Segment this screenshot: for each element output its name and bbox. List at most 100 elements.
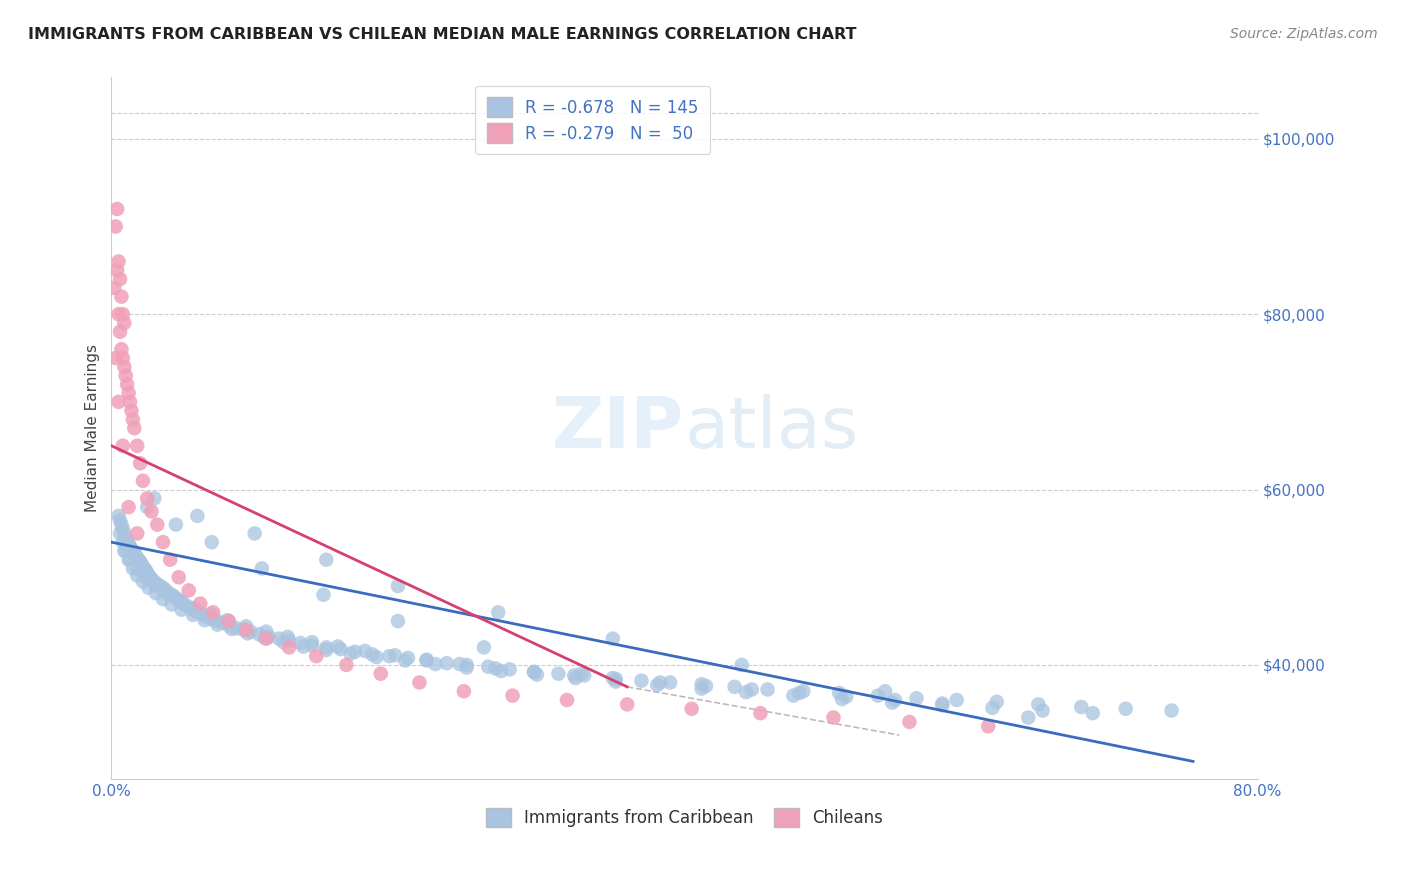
Point bbox=[107, 395, 129, 409]
Point bbox=[124, 421, 146, 435]
Point bbox=[207, 614, 229, 628]
Point bbox=[250, 561, 273, 575]
Point bbox=[254, 632, 277, 646]
Point bbox=[108, 325, 131, 339]
Point bbox=[107, 307, 129, 321]
Point bbox=[749, 706, 772, 721]
Point bbox=[138, 581, 160, 595]
Text: atlas: atlas bbox=[685, 393, 859, 463]
Point bbox=[723, 680, 745, 694]
Point bbox=[143, 574, 166, 589]
Point bbox=[477, 659, 499, 673]
Point bbox=[105, 263, 128, 277]
Point bbox=[235, 623, 257, 637]
Point bbox=[981, 701, 1004, 715]
Point bbox=[190, 607, 212, 621]
Point bbox=[183, 601, 205, 615]
Point bbox=[174, 599, 197, 613]
Point bbox=[301, 635, 323, 649]
Point bbox=[139, 570, 162, 584]
Point bbox=[103, 281, 125, 295]
Point bbox=[572, 668, 595, 682]
Point bbox=[122, 561, 145, 575]
Point bbox=[267, 632, 290, 646]
Point bbox=[193, 613, 215, 627]
Point bbox=[152, 592, 174, 607]
Point bbox=[115, 535, 138, 549]
Point bbox=[456, 660, 478, 674]
Point bbox=[225, 621, 247, 635]
Point bbox=[828, 686, 851, 700]
Point bbox=[170, 603, 193, 617]
Point bbox=[115, 377, 138, 392]
Point bbox=[335, 657, 357, 672]
Point bbox=[312, 588, 335, 602]
Point bbox=[782, 689, 804, 703]
Point bbox=[415, 654, 437, 668]
Point bbox=[172, 597, 194, 611]
Point bbox=[179, 601, 201, 615]
Point bbox=[134, 561, 156, 575]
Point bbox=[339, 647, 361, 661]
Point bbox=[387, 579, 409, 593]
Point bbox=[387, 614, 409, 628]
Point bbox=[167, 570, 190, 584]
Point bbox=[155, 583, 177, 598]
Point bbox=[456, 657, 478, 672]
Point bbox=[472, 640, 495, 655]
Point bbox=[117, 537, 139, 551]
Point bbox=[384, 648, 406, 663]
Point bbox=[145, 579, 167, 593]
Point bbox=[882, 696, 904, 710]
Point bbox=[183, 603, 205, 617]
Point bbox=[884, 693, 907, 707]
Point bbox=[453, 684, 475, 698]
Point bbox=[695, 679, 717, 693]
Point bbox=[141, 572, 163, 586]
Point bbox=[112, 526, 135, 541]
Point bbox=[194, 609, 217, 624]
Point bbox=[523, 665, 546, 679]
Point bbox=[370, 666, 392, 681]
Point bbox=[315, 552, 337, 566]
Point bbox=[564, 671, 586, 685]
Point bbox=[378, 649, 401, 664]
Point bbox=[945, 693, 967, 707]
Point bbox=[129, 554, 152, 568]
Point bbox=[436, 656, 458, 670]
Legend: Immigrants from Caribbean, Chileans: Immigrants from Caribbean, Chileans bbox=[479, 801, 890, 834]
Point bbox=[792, 684, 814, 698]
Point bbox=[111, 439, 134, 453]
Point bbox=[278, 633, 301, 648]
Point bbox=[160, 598, 183, 612]
Point bbox=[394, 654, 416, 668]
Point bbox=[221, 622, 243, 636]
Point bbox=[127, 526, 149, 541]
Point bbox=[645, 678, 668, 692]
Point bbox=[132, 474, 155, 488]
Point bbox=[361, 648, 384, 662]
Point bbox=[489, 664, 512, 678]
Point bbox=[163, 590, 186, 604]
Point bbox=[111, 535, 134, 549]
Point bbox=[731, 657, 754, 672]
Point bbox=[136, 500, 159, 514]
Point bbox=[931, 698, 953, 713]
Point bbox=[112, 359, 135, 374]
Point bbox=[146, 577, 169, 591]
Point bbox=[157, 586, 180, 600]
Point bbox=[562, 668, 585, 682]
Point bbox=[114, 544, 136, 558]
Point bbox=[343, 645, 366, 659]
Point bbox=[110, 517, 132, 532]
Point bbox=[107, 254, 129, 268]
Point bbox=[630, 673, 652, 688]
Point bbox=[831, 692, 853, 706]
Point bbox=[735, 685, 758, 699]
Point bbox=[110, 343, 132, 357]
Point bbox=[569, 666, 592, 681]
Point bbox=[156, 587, 179, 601]
Point bbox=[169, 594, 191, 608]
Point bbox=[136, 566, 159, 580]
Point bbox=[690, 681, 713, 696]
